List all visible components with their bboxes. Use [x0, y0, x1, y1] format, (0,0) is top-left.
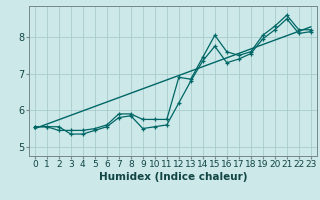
X-axis label: Humidex (Indice chaleur): Humidex (Indice chaleur)	[99, 172, 247, 182]
